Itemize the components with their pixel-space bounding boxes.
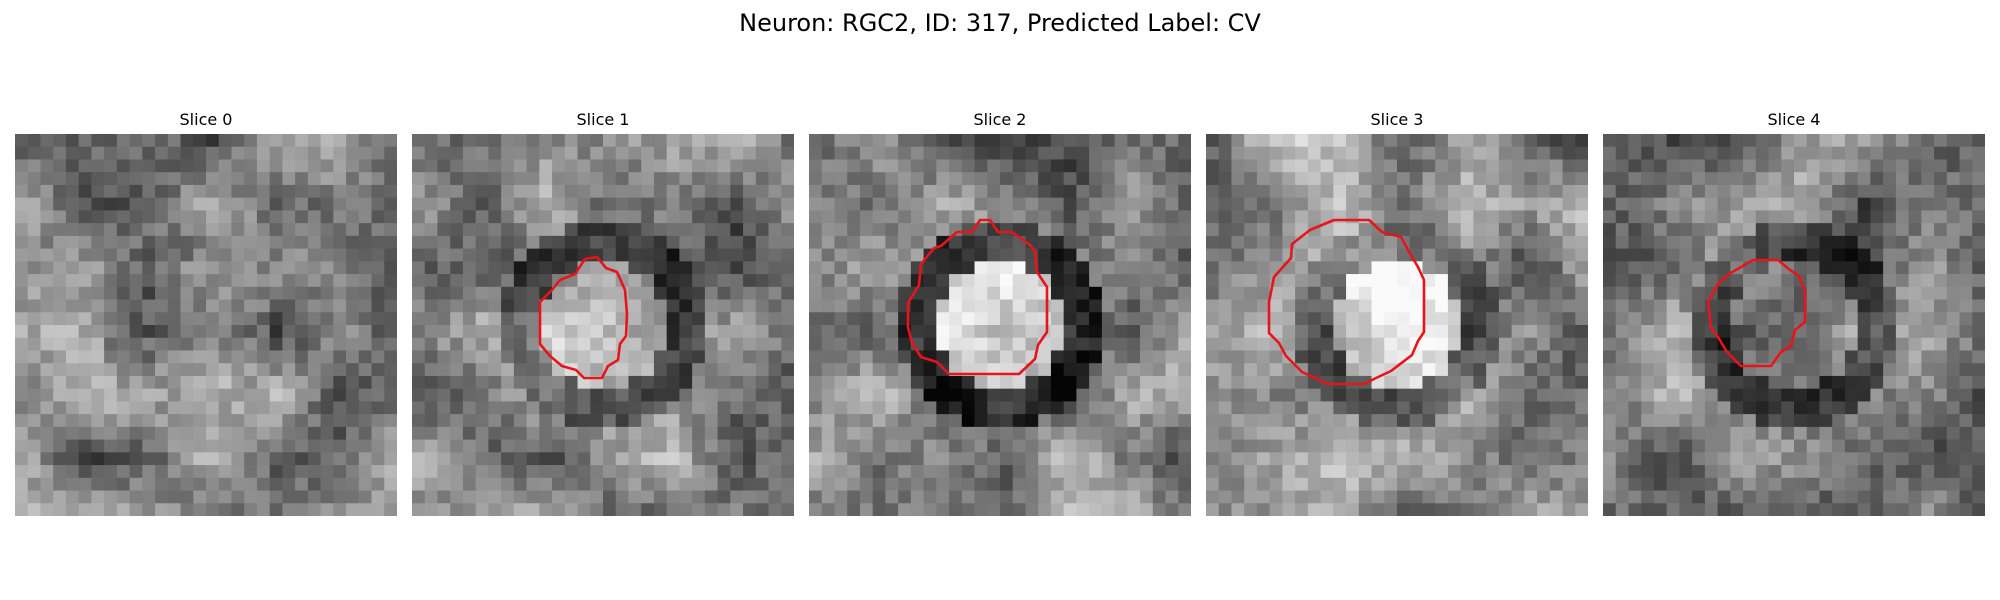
slice-title: Slice 2 bbox=[973, 110, 1027, 129]
segmentation-contour bbox=[906, 218, 1049, 376]
slice-panel-4: Slice 4 bbox=[1603, 108, 1985, 516]
segmentation-contour bbox=[1706, 258, 1807, 368]
slice-panel-0: Slice 0 bbox=[15, 108, 397, 516]
slice-title: Slice 1 bbox=[576, 110, 630, 129]
figure-title: Neuron: RGC2, ID: 317, Predicted Label: … bbox=[739, 9, 1261, 37]
segmentation-contour bbox=[538, 255, 629, 380]
slice-panel-2: Slice 2 bbox=[809, 108, 1191, 516]
slice-image bbox=[15, 134, 397, 516]
segmentation-contour bbox=[1267, 218, 1426, 386]
slice-title: Slice 0 bbox=[179, 110, 233, 129]
slice-panel-3: Slice 3 bbox=[1206, 108, 1588, 516]
slice-image bbox=[412, 134, 794, 516]
slice-image bbox=[1206, 134, 1588, 516]
slice-image bbox=[1603, 134, 1985, 516]
slice-title: Slice 3 bbox=[1370, 110, 1424, 129]
slice-title: Slice 4 bbox=[1767, 110, 1821, 129]
slice-panel-1: Slice 1 bbox=[412, 108, 794, 516]
slice-image bbox=[809, 134, 1191, 516]
